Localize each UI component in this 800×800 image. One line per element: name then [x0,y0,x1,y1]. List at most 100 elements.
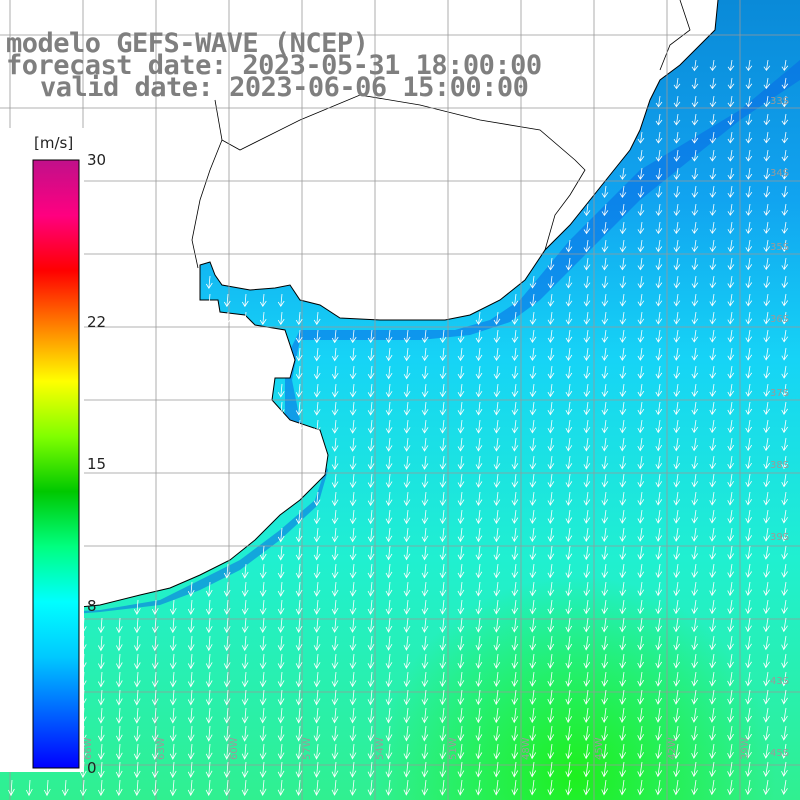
wind-arrow [709,365,717,379]
wind-arrow [385,563,393,579]
wind-arrow [637,257,645,271]
wind-arrow [295,725,303,742]
wind-arrow [529,725,537,742]
wind-arrow [619,635,627,651]
wind-arrow [475,563,483,579]
wind-arrow [745,725,752,741]
wind-arrow [331,419,339,434]
wind-arrow [349,527,357,543]
wind-arrow [781,653,788,669]
wind-arrow [655,617,663,633]
wind-arrow [349,635,357,652]
wind-arrow [529,329,537,343]
wind-arrow [727,257,735,271]
wind-arrow [349,743,357,760]
wind-arrow [349,599,357,615]
wind-arrow [691,725,698,741]
wind-arrow [673,437,681,452]
wind-arrow [421,437,429,452]
wind-arrow [727,725,734,741]
wind-arrow [133,779,141,797]
wind-arrow [583,275,591,289]
wind-arrow [367,545,375,561]
wind-arrow [601,473,609,488]
wind-arrow [583,383,591,398]
wind-arrow [277,293,285,308]
wind-arrow [565,581,573,597]
wind-arrow [97,635,105,652]
wind-arrow [637,455,645,470]
wind-arrow [709,437,717,452]
wind-arrow [529,437,537,452]
wind-arrow [259,761,267,778]
wind-arrow [133,725,141,742]
wind-arrow [781,365,789,379]
wind-arrow [475,527,483,543]
model-title: modelo GEFS-WAVE (NCEP) [6,28,369,59]
wind-arrow [727,293,735,307]
wind-arrow [295,329,303,344]
wind-arrow [583,563,591,579]
wind-arrow [745,617,752,633]
wind-arrow [475,599,483,615]
wind-arrow [277,545,285,561]
wind-arrow [583,671,591,687]
wind-arrow [547,743,555,760]
latitude-label: 36S [770,314,789,325]
wind-arrow [673,563,681,579]
wind-arrow [583,257,591,271]
wind-arrow [277,653,285,670]
wind-arrow [745,635,752,651]
wind-arrow [619,401,627,416]
wind-arrow [727,113,735,126]
colorbar-tick-label: 22 [87,313,107,332]
wind-arrow [367,527,375,543]
wind-arrow [745,491,753,506]
wind-arrow [421,419,429,434]
wind-arrow [565,779,573,796]
wind-arrow [745,329,753,343]
wind-arrow [421,527,429,543]
wind-arrow [223,707,231,724]
wind-arrow [745,239,753,253]
wind-arrow [673,473,681,488]
latitude-labels: 33S 34S 35S 36S 37S 38S 39S 43S 45S [770,96,789,759]
wind-arrow [223,293,231,308]
wind-arrow [583,581,591,597]
wind-arrow [511,509,519,524]
wind-arrow [79,779,87,797]
wind-arrow [421,725,429,742]
wind-arrow [367,329,375,344]
wind-arrow [763,653,770,669]
wind-arrow [637,473,645,488]
wind-arrow [583,455,591,470]
wind-arrow [673,185,681,198]
wind-arrow [475,401,483,416]
wind-arrow [241,779,249,797]
wind-arrow [781,185,789,198]
wind-arrow [547,401,555,416]
wind-arrow [277,743,285,760]
wind-arrow [439,383,447,398]
wind-arrow [637,401,645,416]
wind-arrow [727,689,734,705]
wind-arrow [421,599,429,615]
wind-arrow [763,617,770,633]
wind-arrow [709,563,717,578]
wind-arrow [727,203,735,216]
wind-arrow [259,653,267,670]
wind-arrow [349,707,357,724]
wind-arrow [727,149,735,162]
wind-arrow [673,527,681,542]
wind-arrow [475,365,483,380]
wind-arrow [367,761,375,778]
wind-arrow [781,761,788,777]
wind-arrow [781,527,789,542]
wind-arrow [745,761,752,778]
wind-arrow [385,671,393,688]
wind-arrow [709,329,717,343]
wind-arrow [583,473,591,488]
wind-arrow [601,707,609,724]
wind-arrow [151,653,159,670]
